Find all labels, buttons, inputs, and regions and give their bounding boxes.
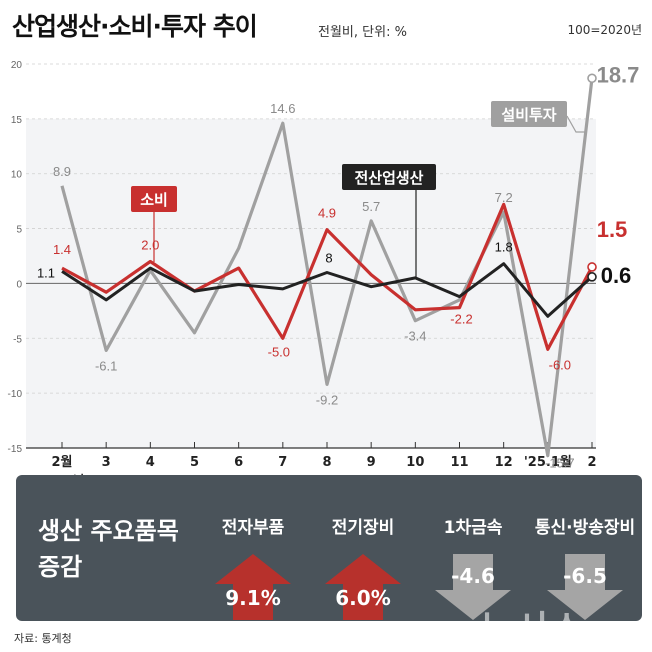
legend-tag-0 bbox=[491, 101, 567, 127]
item-3: 통신·방송장비 -6.5 bbox=[530, 513, 640, 620]
y-tick-label: 20 bbox=[11, 60, 23, 71]
year-label: 2024년 bbox=[40, 473, 84, 475]
data-label: -3.4 bbox=[404, 329, 426, 344]
up-arrow-icon: 6.0% bbox=[325, 554, 401, 620]
data-label: 1.4 bbox=[53, 242, 71, 257]
x-tick-label: 6 bbox=[234, 455, 243, 470]
data-label: 7.2 bbox=[495, 190, 513, 205]
series-endpoint bbox=[587, 73, 597, 84]
legend-tag-2 bbox=[342, 164, 436, 190]
data-label: 1.8 bbox=[495, 240, 513, 255]
data-label: 4.9 bbox=[318, 206, 336, 221]
item-2: 1차금속 -4.6 bbox=[418, 513, 528, 620]
series-line-1 bbox=[61, 202, 594, 351]
line-chart: -15 -10 -5 0 5 10 15 20 2월 3 4 5 6 7 8 9 10 11 12 '25.1월 2 20… bbox=[8, 60, 640, 475]
y-tick-label: 10 bbox=[11, 170, 23, 181]
y-tick-label: 5 bbox=[16, 225, 22, 236]
x-tick-label: 4 bbox=[146, 455, 155, 470]
item-value: -4.6 bbox=[451, 564, 495, 588]
y-tick-label: -15 bbox=[8, 444, 23, 455]
item-label: 전기장비 bbox=[331, 518, 395, 538]
down-arrow-icon: -4.6 bbox=[435, 554, 511, 620]
item-0: 전자부품 9.1% bbox=[198, 513, 308, 620]
y-tick-label: -10 bbox=[8, 389, 23, 400]
legend-tag-1 bbox=[131, 186, 177, 212]
legend-label-0: 설비투자 bbox=[501, 106, 556, 124]
x-tick-label: '25.1월 bbox=[524, 454, 572, 470]
down-arrow-icon: -6.5 bbox=[547, 554, 623, 620]
data-label: 5.7 bbox=[362, 199, 380, 214]
data-label: -15.7 bbox=[545, 456, 575, 471]
x-tick-label: 10 bbox=[406, 455, 424, 470]
legend-label-2: 전산업생산 bbox=[354, 169, 423, 187]
data-label: 14.6 bbox=[270, 101, 295, 116]
x-tick-label: 9 bbox=[367, 455, 376, 470]
y-tick-label: 15 bbox=[11, 115, 23, 126]
base-year-label: 100=2020년 bbox=[567, 23, 642, 37]
item-value: -6.5 bbox=[563, 564, 607, 588]
item-label: 통신·방송장비 bbox=[534, 518, 636, 538]
data-label: -5.0 bbox=[268, 344, 290, 359]
item-label: 전자부품 bbox=[221, 518, 285, 538]
x-tick-label: 2월 bbox=[51, 454, 72, 470]
item-value: 6.0% bbox=[335, 586, 391, 610]
data-label: 8.9 bbox=[53, 164, 71, 179]
data-label: -6.1 bbox=[95, 358, 117, 373]
data-label: -9.2 bbox=[316, 392, 338, 407]
item-value: 9.1% bbox=[225, 586, 281, 610]
data-label: 1.5 bbox=[597, 217, 628, 242]
series-line-2 bbox=[61, 262, 593, 318]
legend-label-1: 소비 bbox=[140, 191, 168, 209]
data-label: 18.7 bbox=[597, 62, 640, 87]
x-tick-label: 5 bbox=[190, 455, 199, 470]
unit-label: 전월비, 단위: % bbox=[318, 25, 407, 40]
data-label: 2.0 bbox=[141, 237, 159, 252]
y-tick-label: -5 bbox=[13, 334, 22, 345]
data-label: 1.1 bbox=[37, 265, 55, 280]
series-line-0 bbox=[60, 78, 594, 458]
data-label: 0.6 bbox=[601, 263, 632, 288]
source-label: 자료: 통계청 bbox=[14, 632, 72, 645]
chart-title: 산업생산·소비·투자 추이 bbox=[12, 12, 258, 41]
data-label: -2.2 bbox=[450, 312, 472, 327]
x-tick-label: 12 bbox=[495, 455, 513, 470]
x-tick-label: 3 bbox=[102, 455, 111, 470]
data-label: 8 bbox=[325, 250, 332, 265]
legend-leader-0 bbox=[566, 115, 587, 133]
data-label: -6.0 bbox=[549, 357, 571, 372]
x-tick-label: 7 bbox=[278, 455, 287, 470]
header: 산업생산·소비·투자 추이 전월비, 단위: % 100=2020년 bbox=[0, 0, 652, 50]
watermark-logo: 뉴시스 bbox=[480, 609, 586, 650]
up-arrow-icon: 9.1% bbox=[215, 554, 291, 620]
panel-title: 생산 주요품목 증감 bbox=[38, 517, 179, 581]
x-tick-label: 2 bbox=[587, 455, 596, 470]
series-endpoint bbox=[587, 272, 597, 282]
series-endpoint bbox=[587, 262, 597, 272]
items-panel: 생산 주요품목 증감 전자부품 9.1% 전기장비 6.0% 1차금속 -4.6 통신·방송… bbox=[16, 475, 642, 621]
item-1: 전기장비 6.0% bbox=[308, 513, 418, 620]
item-label: 1차금속 bbox=[443, 518, 503, 538]
x-tick-label: 11 bbox=[450, 455, 468, 470]
x-tick-label: 8 bbox=[322, 455, 331, 470]
y-tick-label: 0 bbox=[16, 279, 22, 290]
